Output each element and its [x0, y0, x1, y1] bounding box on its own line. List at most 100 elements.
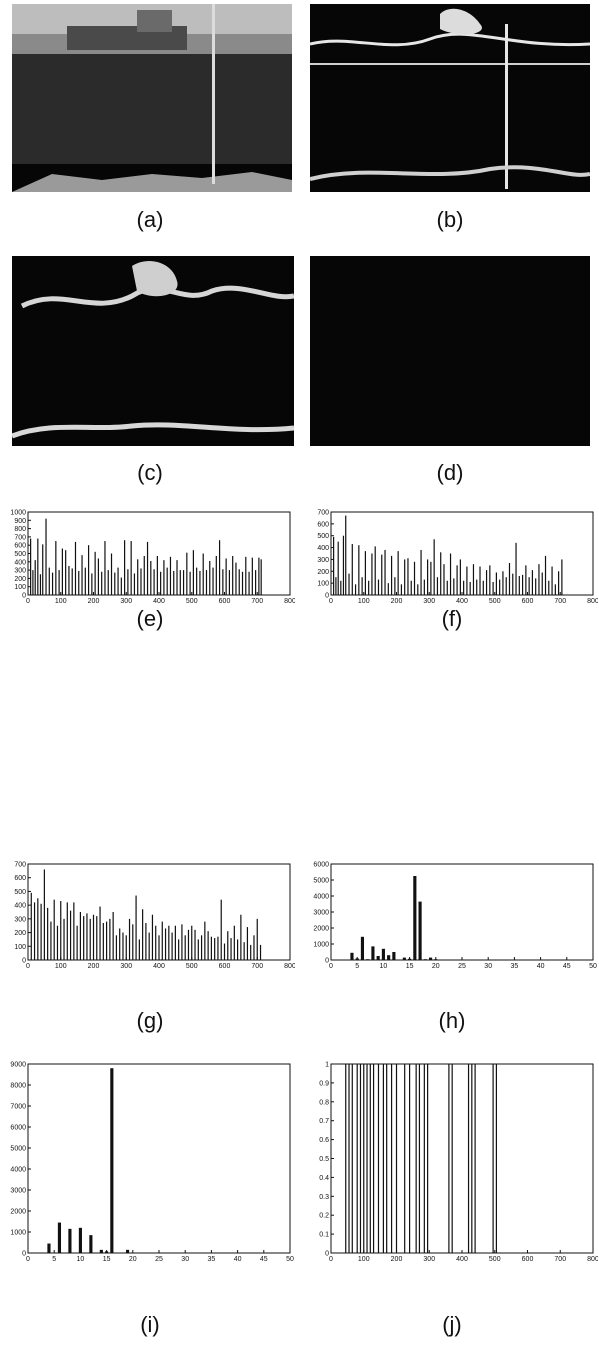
- plot-frame: [330, 511, 594, 596]
- bar: [104, 541, 106, 595]
- bar: [256, 918, 258, 960]
- plot-frame: [27, 1063, 291, 1254]
- bar: [240, 914, 242, 960]
- x-tick-label: 200: [391, 598, 403, 605]
- bar: [360, 936, 365, 960]
- bar: [196, 567, 198, 595]
- y-tick-label: 0.9: [319, 1080, 329, 1087]
- bar: [371, 946, 375, 960]
- bar: [96, 916, 98, 960]
- bar: [358, 545, 360, 595]
- chart-e: 0 100 200 300 400 500 600 700 800 0 100 200 300 400 50…: [0, 508, 296, 606]
- bar: [42, 544, 44, 595]
- x-tick-label: 40: [537, 963, 545, 970]
- y-tick-label: 0: [325, 958, 329, 965]
- x-tick-label: 15: [406, 963, 414, 970]
- bar: [351, 544, 353, 595]
- x-tick-label: 600: [522, 1256, 534, 1263]
- bar: [428, 957, 433, 960]
- bar: [30, 538, 32, 595]
- y-tick-label: 400: [14, 559, 26, 566]
- x-tick-label: 100: [358, 598, 370, 605]
- x-tick-label: 500: [186, 598, 198, 605]
- bar: [521, 574, 524, 595]
- bar: [469, 581, 471, 595]
- bar: [348, 573, 350, 595]
- bar: [171, 932, 173, 960]
- bar: [495, 572, 497, 595]
- bar: [351, 1064, 353, 1253]
- bar: [392, 952, 396, 960]
- y-tick-label: 1000: [10, 1230, 26, 1237]
- bar: [168, 925, 170, 960]
- bar: [89, 1235, 93, 1253]
- bar: [106, 921, 108, 960]
- bar: [456, 565, 458, 595]
- x-tick-label: 0: [329, 1256, 333, 1263]
- bar: [404, 1064, 406, 1253]
- y-tick-label: 9000: [10, 1062, 26, 1069]
- bar: [110, 1068, 114, 1253]
- bar: [548, 580, 550, 595]
- bar: [459, 559, 461, 595]
- bar: [39, 574, 42, 595]
- bar: [189, 571, 191, 595]
- bar: [160, 571, 162, 595]
- y-tick-label: 900: [14, 518, 26, 525]
- bar: [210, 936, 212, 960]
- bar: [133, 573, 136, 595]
- bar: [528, 577, 530, 595]
- bar: [99, 1249, 103, 1253]
- y-tick-label: 300: [14, 568, 26, 575]
- bar: [209, 560, 211, 595]
- bar: [205, 570, 208, 595]
- bar: [176, 560, 178, 595]
- y-tick-label: 200: [14, 576, 26, 583]
- bar: [502, 571, 504, 595]
- bar: [182, 570, 185, 595]
- bar: [207, 931, 209, 960]
- edge-image-b: [310, 8, 590, 189]
- bar: [384, 549, 386, 595]
- x-tick-label: 25: [458, 963, 466, 970]
- bar: [94, 551, 96, 595]
- bar: [495, 1064, 497, 1253]
- bar: [474, 1064, 476, 1253]
- x-tick-label: 600: [219, 963, 231, 970]
- y-tick-label: 4000: [313, 894, 329, 901]
- y-tick-label: 600: [14, 543, 26, 550]
- chart-j: 0 100 200 300 400 500 600 700 800 0 0.1 0.2 0.3 0.4 0.…: [303, 1060, 599, 1265]
- bar: [56, 925, 59, 960]
- bar: [58, 570, 60, 595]
- bar: [413, 561, 416, 595]
- bar: [187, 929, 190, 960]
- bar: [440, 552, 442, 595]
- bar: [400, 584, 403, 595]
- x-tick-label: 0: [26, 598, 30, 605]
- ship-photo-image: [12, 4, 292, 192]
- bar: [354, 584, 357, 595]
- x-tick-label: 35: [208, 1256, 216, 1263]
- y-tick-label: 0.6: [319, 1137, 329, 1144]
- bar: [204, 921, 206, 960]
- bar: [408, 958, 412, 960]
- bar: [395, 1064, 398, 1253]
- bar: [228, 570, 231, 595]
- bar: [89, 918, 91, 960]
- bar: [518, 576, 520, 595]
- x-tick-label: 100: [55, 963, 67, 970]
- y-tick-label: 200: [317, 569, 329, 576]
- bar: [448, 1064, 450, 1253]
- bar: [449, 553, 452, 595]
- bar: [466, 566, 468, 595]
- bar: [130, 541, 132, 595]
- y-tick-label: 0: [22, 593, 26, 600]
- x-tick-label: 800: [284, 963, 295, 970]
- bar: [173, 570, 175, 595]
- x-tick-label: 35: [511, 963, 519, 970]
- bar: [169, 556, 172, 595]
- bar: [423, 579, 425, 595]
- y-tick-label: 400: [317, 545, 329, 552]
- chart-i: 0 5 10 15 20 25 30 35 40 45 50 0 1000 2000 3000 4000 500…: [0, 1060, 295, 1265]
- x-tick-label: 300: [423, 598, 435, 605]
